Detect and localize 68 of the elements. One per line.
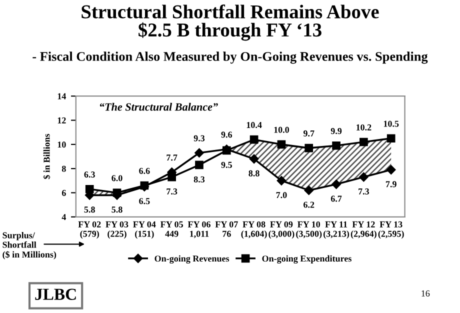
point [386,165,396,174]
data-label: 6.6 [139,168,150,174]
point [85,184,94,194]
data-label: 10.2 [356,124,372,130]
x-tick-label: FY 11 (3,213) [324,221,350,239]
data-label: 7.0 [276,192,287,198]
x-tick-label: FY 13 (2,595) [378,221,404,239]
data-label: 9.9 [330,128,342,134]
point [359,172,368,182]
point [249,154,259,164]
data-label: 7.3 [166,188,178,195]
text: JLBC [35,288,76,300]
legend-label: On-going Expenditures [262,255,352,264]
data-label: 7.3 [358,188,370,195]
data-label: 6.7 [330,196,342,202]
data-label: 8.8 [248,170,260,176]
x-tick-label: FY 06 1,011 [188,221,210,238]
y-tick-label: 12 [58,117,66,124]
point [195,160,204,170]
x-tick-label: FY 03 (225) [106,221,128,239]
y-tick-label: 4 [62,214,66,220]
data-label: 6.5 [139,198,150,204]
data-label: 10.5 [384,120,399,127]
y-tick-label: 14 [58,93,66,100]
data-label: 8.3 [194,176,205,182]
point [250,135,258,144]
x-tick-label: FY 09 (3,000) [268,221,294,239]
point [304,186,314,195]
data-label: 9.3 [194,135,205,142]
x-tick-label: FY 07 76 [215,221,238,237]
y-tick-label: 6 [62,190,66,196]
data-label: 10.4 [246,122,262,128]
x-tick-label: FY 12 (2,964) [350,221,376,239]
text: Surplus/ Shortfall ($ in Millions) [2,232,56,260]
x-tick-label: FY 04 (151) [133,221,156,239]
x-tick-label: FY 02 (579) [78,221,101,239]
data-label: 9.6 [221,132,232,138]
chart-subtitle: - Fiscal Condition Also Measured by On-Going Revenues vs. Spending [32,52,428,64]
point [277,140,286,149]
data-label: 7.9 [386,181,396,188]
chart-title: Structural Shortfall Remains Above $2.5 B through FY ‘13 [82,4,379,41]
y-axis-title: $ in Billions [43,134,50,180]
data-label: 6.3 [84,172,95,178]
data-label: 7.7 [166,154,178,161]
point [360,138,368,146]
data-label: 9.5 [221,162,232,168]
point [332,141,340,150]
point [168,172,176,182]
data-label: 10.0 [274,126,290,133]
x-tick-label: FY 10 (3,500) [296,221,322,239]
point [304,144,314,152]
data-label: 9.7 [303,130,314,137]
data-label: 5.8 [84,206,95,213]
y-tick-label: 10 [58,142,66,148]
y-tick-label: 8 [62,166,66,172]
x-tick-label: FY 08 (1,604) [241,221,267,239]
legend-label: On-going Revenues [154,255,230,264]
data-label: 6.0 [112,175,122,182]
point [112,188,122,197]
point [194,148,204,158]
annotation: “The Structural Balance” [100,102,218,111]
point [332,180,341,189]
x-tick-label: FY 05 449 [160,221,183,237]
text: 16 [422,290,430,296]
data-label: 5.8 [112,206,122,213]
point [276,176,286,186]
data-label: 6.2 [304,202,314,208]
point [386,134,396,143]
